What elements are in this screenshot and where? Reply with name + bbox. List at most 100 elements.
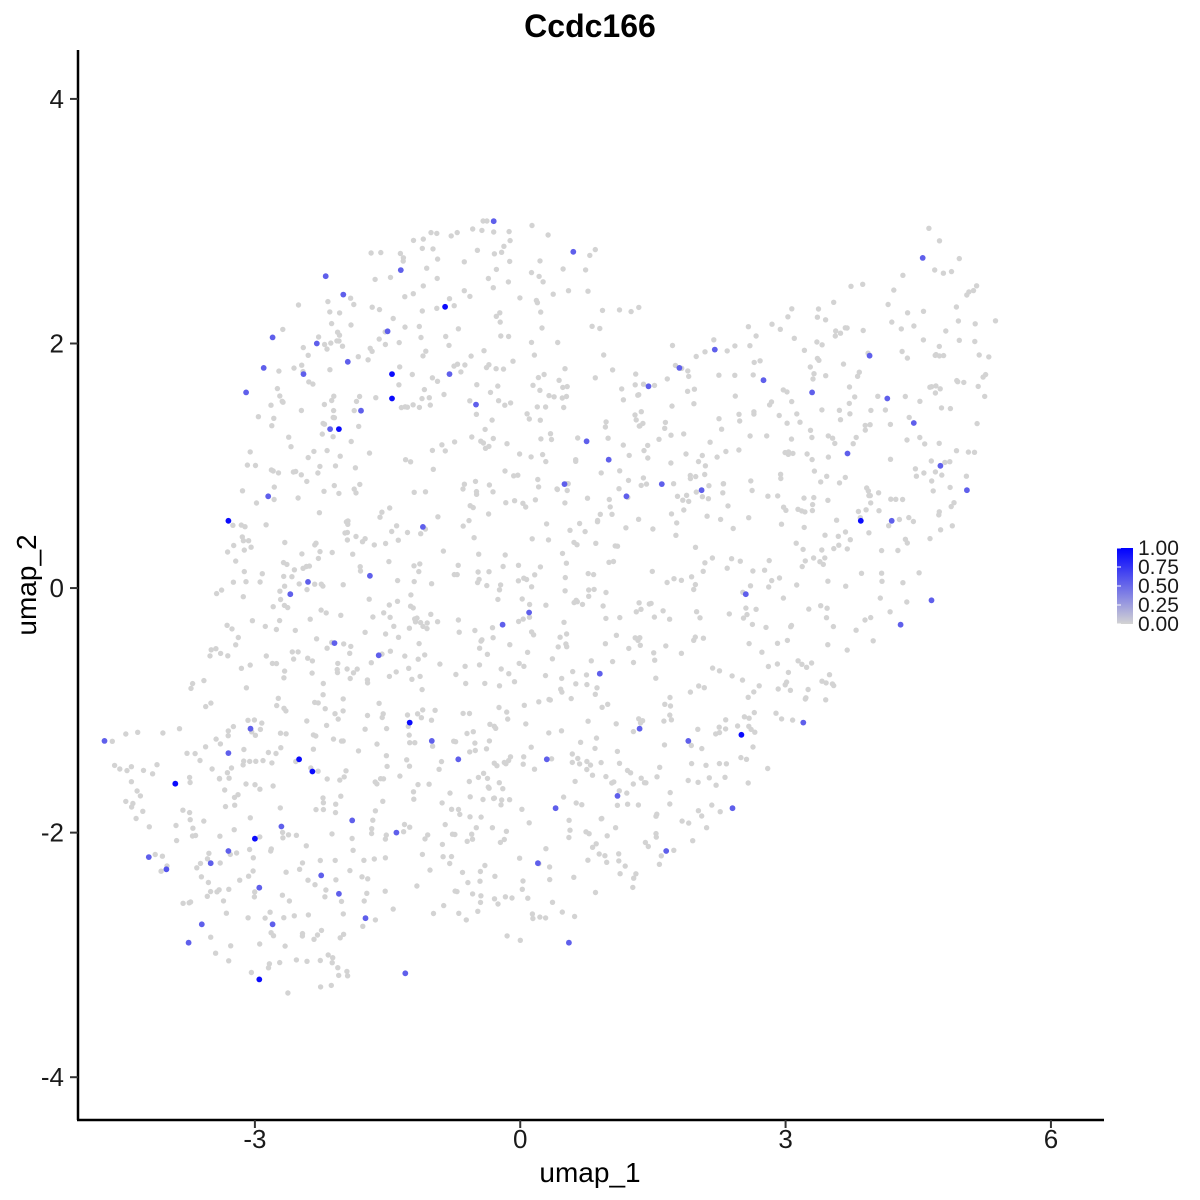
- cell-point: [482, 680, 488, 687]
- cell-point: [723, 717, 729, 723]
- cell-point: [291, 913, 297, 919]
- cell-point: [411, 563, 417, 569]
- cell-point: [492, 873, 498, 879]
- cell-point: [428, 229, 434, 236]
- cell-point: [716, 372, 722, 378]
- cell-point: [387, 648, 394, 654]
- cell-point: [670, 481, 677, 487]
- cell-point: [149, 771, 156, 777]
- cell-point: [899, 348, 905, 355]
- cell-point: [243, 685, 250, 691]
- expressing-cell-point: [928, 597, 935, 604]
- cell-point: [816, 357, 822, 363]
- cell-point: [460, 486, 466, 492]
- cell-point: [489, 825, 496, 831]
- cell-point: [423, 348, 429, 354]
- expressing-cell-point: [225, 848, 232, 854]
- cell-point: [397, 364, 403, 370]
- expressing-cell-point: [738, 731, 745, 738]
- cell-point: [920, 337, 927, 343]
- cell-point: [554, 486, 560, 492]
- cell-point: [289, 649, 295, 655]
- cell-point: [289, 574, 295, 580]
- cell-point: [351, 407, 357, 414]
- cell-point: [681, 507, 687, 513]
- cell-point: [270, 783, 276, 789]
- cell-point: [299, 933, 306, 939]
- cell-point: [441, 391, 447, 398]
- cell-point: [418, 334, 424, 341]
- cell-point: [267, 909, 273, 915]
- cell-point: [380, 798, 386, 804]
- cell-point: [304, 586, 310, 593]
- cell-point: [241, 746, 247, 753]
- cell-point: [543, 458, 549, 465]
- cell-point: [528, 339, 535, 346]
- cell-point: [658, 853, 664, 859]
- cell-point: [386, 558, 392, 565]
- cell-point: [187, 817, 193, 823]
- cell-point: [902, 536, 909, 542]
- cell-point: [372, 779, 378, 785]
- expressing-cell-point: [711, 346, 718, 353]
- cell-point: [462, 663, 468, 669]
- cell-point: [696, 683, 702, 689]
- cell-point: [687, 475, 694, 482]
- cell-point: [526, 601, 533, 608]
- cell-point: [651, 382, 658, 389]
- cell-point: [180, 900, 186, 906]
- expressing-cell-point: [442, 303, 448, 310]
- cell-point: [349, 835, 355, 842]
- cell-point: [412, 616, 418, 622]
- cell-point: [317, 957, 323, 964]
- cell-point: [489, 417, 495, 423]
- cell-point: [160, 730, 166, 736]
- expressing-cell-point: [225, 750, 232, 756]
- cell-point: [207, 653, 213, 659]
- cell-point: [347, 675, 353, 682]
- cell-point: [464, 838, 470, 844]
- cell-point: [831, 545, 837, 552]
- cell-point: [576, 520, 583, 527]
- cell-point: [912, 466, 919, 472]
- cell-point: [810, 555, 817, 561]
- cell-point: [722, 774, 728, 780]
- cell-point: [579, 601, 586, 608]
- expressing-cell-point: [420, 524, 426, 530]
- expressing-cell-point: [198, 921, 205, 928]
- cell-point: [855, 508, 862, 515]
- cell-point: [820, 561, 826, 568]
- cell-point: [836, 542, 842, 548]
- cell-point: [592, 246, 598, 253]
- cell-point: [498, 666, 504, 672]
- cell-point: [418, 531, 424, 537]
- cell-point: [402, 294, 408, 300]
- cell-point: [724, 565, 730, 571]
- cell-point: [563, 560, 570, 566]
- cell-point: [537, 914, 543, 920]
- cell-point: [478, 814, 484, 820]
- cell-point: [306, 563, 313, 569]
- cell-point: [747, 583, 754, 589]
- cell-point: [470, 729, 476, 735]
- cell-point: [439, 800, 445, 806]
- cell-point: [824, 473, 830, 479]
- cell-point: [612, 825, 619, 831]
- cell-point: [699, 745, 705, 752]
- cell-point: [378, 249, 384, 256]
- cell-point: [693, 489, 699, 495]
- cell-point: [927, 384, 933, 390]
- cell-point: [262, 623, 268, 630]
- cell-point: [702, 463, 709, 469]
- cell-point: [956, 255, 962, 262]
- cell-point: [240, 594, 246, 600]
- cell-point: [638, 775, 644, 781]
- cell-point: [466, 517, 472, 524]
- cell-point: [830, 623, 837, 630]
- cell-point: [295, 649, 301, 655]
- cell-point: [823, 615, 830, 621]
- cell-point: [281, 705, 287, 711]
- cell-point: [483, 746, 490, 752]
- cell-point: [940, 352, 947, 359]
- cell-point: [917, 398, 923, 404]
